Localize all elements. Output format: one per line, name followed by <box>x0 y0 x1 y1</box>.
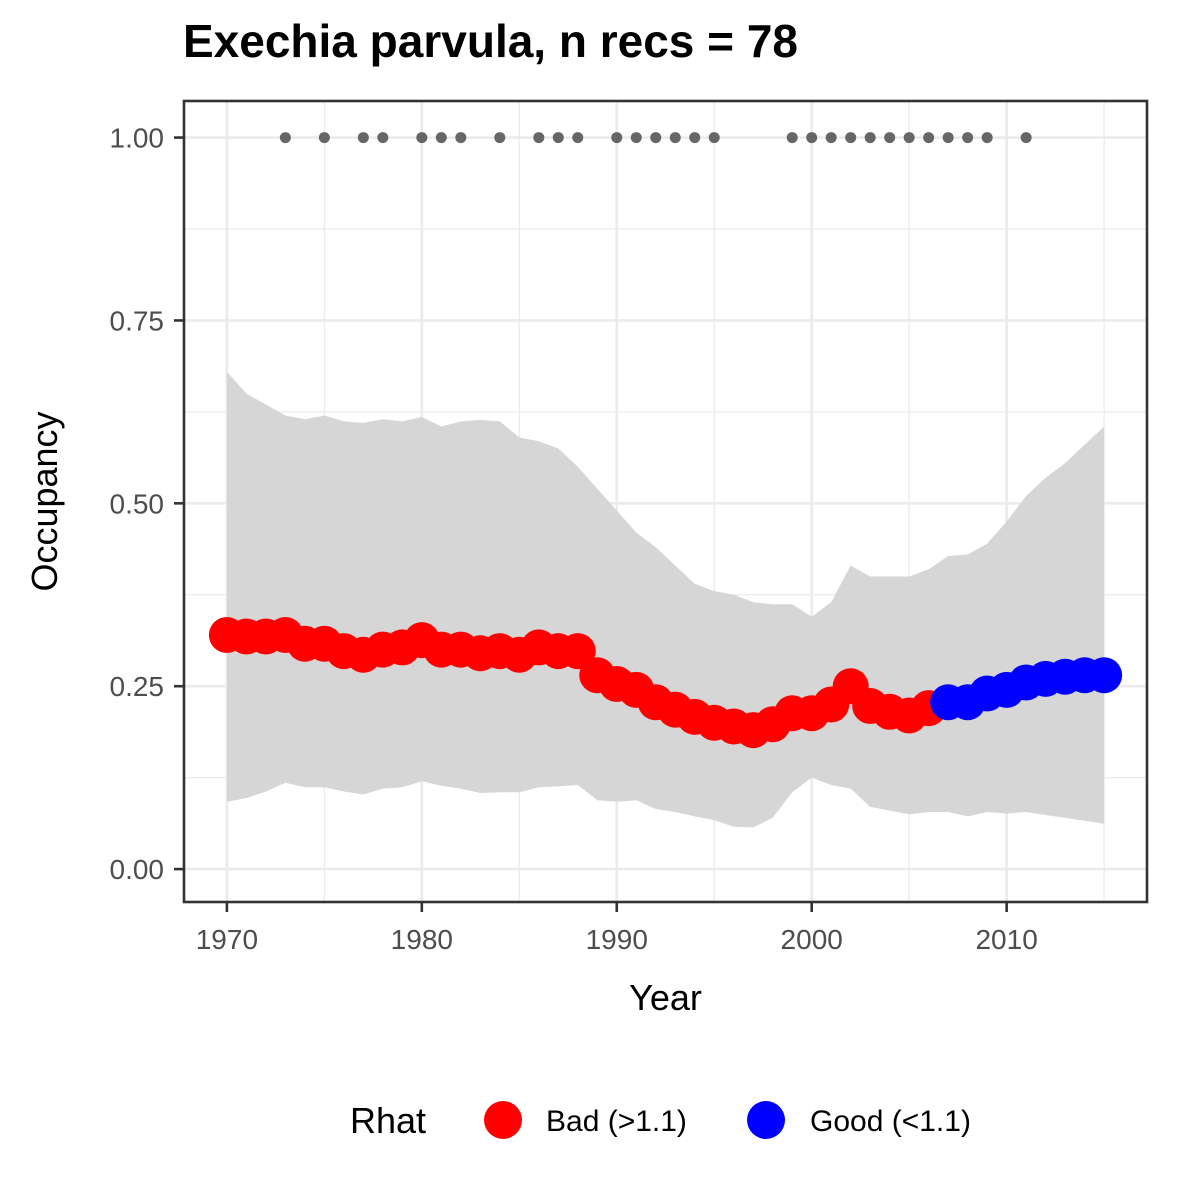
record-point <box>416 132 428 144</box>
record-point <box>650 132 662 144</box>
record-point <box>630 132 642 144</box>
record-point <box>1020 132 1032 144</box>
x-tick-label: 2000 <box>781 924 843 955</box>
legend-title: Rhat <box>350 1100 426 1141</box>
y-tick-label: 0.25 <box>110 671 165 702</box>
record-point <box>357 132 369 144</box>
record-point <box>494 132 506 144</box>
record-point <box>689 132 701 144</box>
record-point <box>884 132 896 144</box>
record-point <box>845 132 857 144</box>
record-point <box>825 132 837 144</box>
occupancy-points <box>208 617 1123 749</box>
chart-title: Exechia parvula, n recs = 78 <box>183 15 798 67</box>
legend-key-bad <box>484 1101 522 1139</box>
record-point <box>962 132 974 144</box>
y-tick-label: 0.00 <box>110 854 165 885</box>
record-point <box>435 132 447 144</box>
confidence-ribbon <box>226 371 1105 828</box>
panel-border <box>182 99 1149 904</box>
record-point <box>611 132 623 144</box>
occupancy-point <box>559 633 596 670</box>
legend: Rhat Bad (>1.1) Good (<1.1) <box>350 1100 971 1141</box>
record-point <box>533 132 545 144</box>
record-point <box>455 132 467 144</box>
record-points <box>279 132 1032 144</box>
record-point <box>377 132 389 144</box>
record-point <box>981 132 993 144</box>
x-tick-label: 1980 <box>391 924 453 955</box>
record-point <box>942 132 954 144</box>
legend-label-bad: Bad (>1.1) <box>546 1105 687 1138</box>
record-point <box>318 132 330 144</box>
record-point <box>786 132 798 144</box>
record-point <box>279 132 291 144</box>
record-point <box>669 132 681 144</box>
x-tick-label: 1970 <box>196 924 258 955</box>
x-tick-label: 1990 <box>586 924 648 955</box>
legend-key-good <box>747 1101 785 1139</box>
x-axis: 1970 1980 1990 2000 2010 <box>196 902 1038 955</box>
x-axis-title: Year <box>629 977 702 1018</box>
record-point <box>806 132 818 144</box>
record-point <box>552 132 564 144</box>
occupancy-point <box>1086 657 1123 694</box>
record-point <box>923 132 935 144</box>
y-tick-label: 0.50 <box>110 488 165 519</box>
record-point <box>864 132 876 144</box>
record-point <box>572 132 584 144</box>
x-tick-label: 2010 <box>975 924 1037 955</box>
y-tick-label: 0.75 <box>110 305 165 336</box>
y-tick-label: 1.00 <box>110 123 165 154</box>
y-axis-title: Occupancy <box>24 411 65 591</box>
record-point <box>708 132 720 144</box>
legend-label-good: Good (<1.1) <box>810 1105 971 1138</box>
record-point <box>903 132 915 144</box>
ribbon-area <box>226 371 1105 828</box>
y-axis: 0.00 0.25 0.50 0.75 1.00 <box>110 123 184 885</box>
